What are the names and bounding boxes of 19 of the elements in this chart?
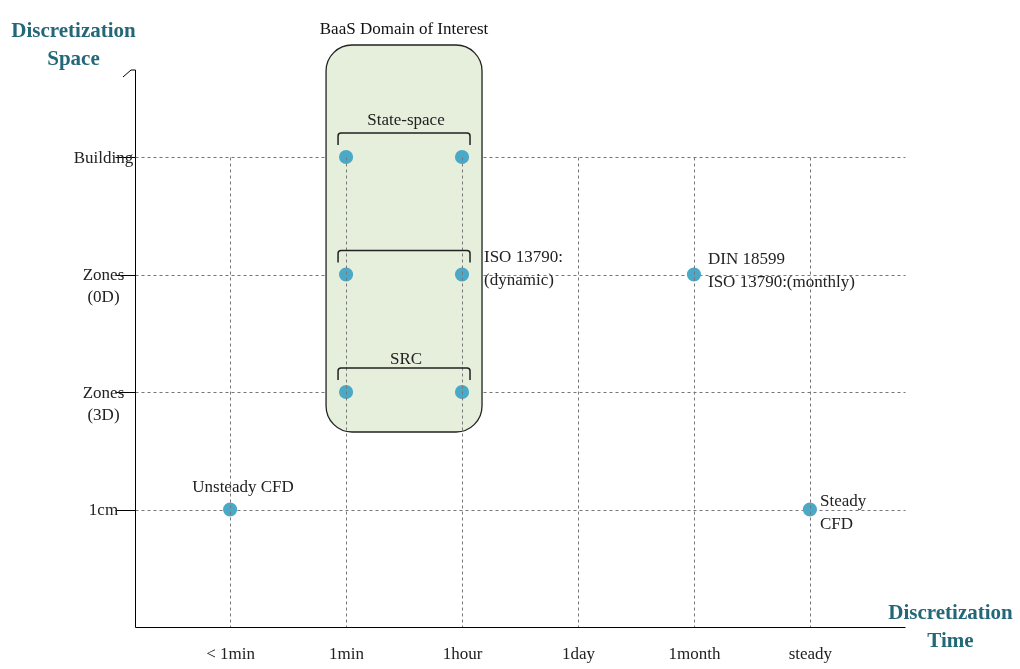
annotation: Steady CFD — [820, 491, 867, 533]
x-tick-label: 1min — [329, 643, 365, 663]
x-tick-label: < 1min — [206, 643, 256, 663]
annotation: ISO 13790: (dynamic) — [484, 247, 563, 289]
x-axis-title: Discretization Time — [888, 599, 1014, 652]
annotation: Unsteady CFD — [192, 477, 294, 496]
category-label: Zones (0D) — [82, 265, 125, 306]
x-tick-label: 1hour — [442, 643, 483, 663]
text: State-space — [367, 110, 445, 129]
category-label: 1cm — [88, 500, 119, 519]
band-label: BaaS Domain of Interest — [319, 19, 489, 38]
category-label: Building — [73, 147, 134, 167]
annotation: DIN 18599 ISO 13790:(monthly) — [708, 249, 855, 291]
y-axis-title: Discretization Space — [11, 17, 137, 70]
annotation: SRC — [389, 349, 423, 368]
x-tick-label: 1month — [668, 643, 721, 663]
category-label: Zones (3D) — [82, 382, 125, 424]
x-tick-label: 1day — [561, 643, 596, 663]
x-tick-label: steady — [788, 643, 833, 663]
